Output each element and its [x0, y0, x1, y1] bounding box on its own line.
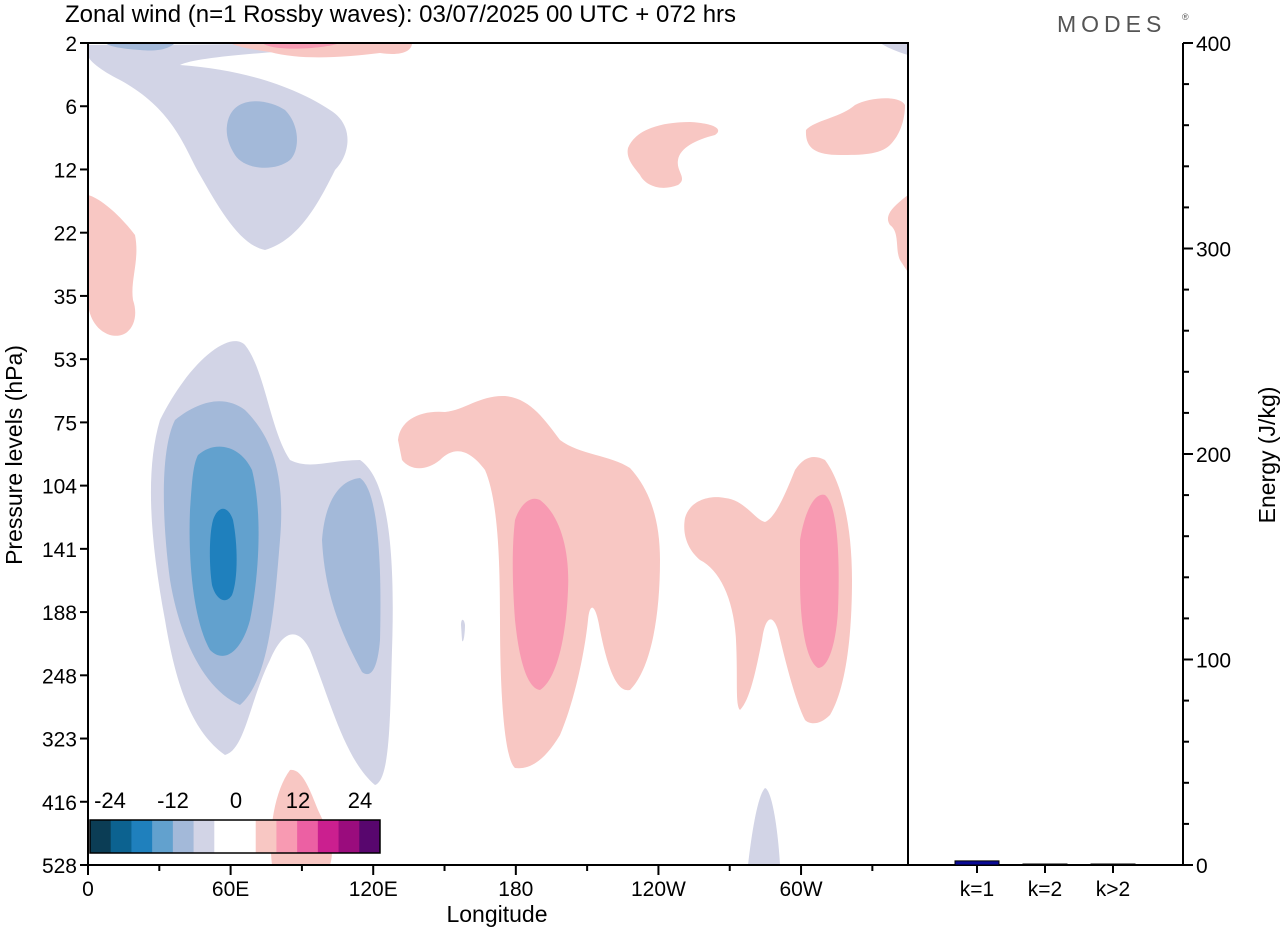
y-tick-label: 248	[42, 665, 77, 688]
contour-pos-upper-right	[805, 98, 905, 155]
x-axis-label: Longitude	[446, 901, 547, 927]
y-tick-label: 2	[65, 33, 77, 56]
y-tick-label: 6	[65, 96, 77, 119]
contour-neg-top-right	[880, 43, 908, 55]
energy-axis-label: Energy (J/kg)	[1254, 387, 1280, 524]
x-tick-label: 180	[498, 878, 533, 901]
contour-neg-lower-east	[322, 478, 381, 675]
y-tick-label: 35	[54, 286, 77, 309]
colorbar-swatch	[110, 820, 132, 853]
energy-bar-label: k=1	[960, 878, 994, 901]
contour-neg-upper-level1	[226, 101, 297, 168]
y-tick-label: 75	[54, 412, 77, 435]
contour-neg-lower-level3	[209, 508, 237, 601]
y-tick-label: 323	[42, 729, 77, 752]
colorbar-swatch	[297, 820, 319, 853]
y-axis-label: Pressure levels (hPa)	[1, 345, 27, 565]
colorbar-label: -12	[157, 788, 189, 813]
x-tick-label: 60W	[779, 878, 822, 901]
x-tick-label: 120W	[631, 878, 686, 901]
colorbar-label: 24	[348, 788, 372, 813]
longitude-axis: 0 60E 120E 180 120W 60W	[82, 865, 874, 901]
colorbar-swatch	[90, 820, 112, 853]
y-tick-label: 22	[54, 223, 77, 246]
colorbar-labels: -24 -12 0 12 24	[94, 788, 372, 813]
pressure-axis: 2 6 12 22 35 53 75 104 141 188 248 323 416 528	[42, 33, 88, 878]
y-tick-label: 528	[42, 855, 77, 878]
contour-pos-lower-180-inner	[512, 498, 569, 690]
colorbar-swatch	[235, 820, 257, 853]
colorbar	[89, 819, 381, 854]
colorbar-swatch	[193, 820, 215, 853]
energy-bar-label: k>2	[1096, 878, 1130, 901]
colorbar-swatch	[317, 820, 340, 853]
contour-pos-right-edge	[887, 195, 908, 272]
energy-bar-label: k=2	[1028, 878, 1062, 901]
y-tick-label: 12	[54, 159, 77, 182]
contour-pos-top-inner	[262, 43, 340, 49]
y-tick-label: 104	[42, 476, 77, 499]
plot-frame	[87, 42, 909, 866]
energy-tick-label: 100	[1196, 650, 1231, 673]
energy-bar-3	[1090, 863, 1136, 866]
energy-tick-label: 200	[1196, 444, 1231, 467]
colorbar-swatch	[276, 820, 298, 853]
energy-axis: 0 100 200 300 400	[1183, 33, 1231, 878]
x-tick-label: 120E	[349, 878, 398, 901]
colorbar-swatch	[131, 820, 153, 853]
chart-title: Zonal wind (n=1 Rossby waves): 03/07/202…	[65, 1, 736, 28]
x-tick-label: 0	[82, 878, 94, 901]
colorbar-swatch	[152, 820, 174, 853]
colorbar-label: 12	[286, 788, 310, 813]
y-tick-label: 53	[54, 349, 77, 372]
contour-neg-top-strip	[105, 43, 175, 51]
energy-tick-label: 400	[1196, 33, 1231, 56]
x-tick-label: 60E	[212, 878, 249, 901]
colorbar-swatch	[172, 820, 195, 853]
contour-pos-lower-60w-inner	[800, 494, 839, 668]
colorbar-label: 0	[230, 788, 242, 813]
colorbar-label: -24	[94, 788, 126, 813]
contour-pos-upper-mid	[627, 122, 719, 188]
y-tick-label: 416	[42, 792, 77, 815]
registered-mark: ®	[1182, 12, 1194, 22]
y-tick-label: 141	[42, 539, 77, 562]
contour-pos-left-edge	[88, 195, 137, 336]
energy-bar-2	[1022, 863, 1068, 866]
y-tick-label: 188	[42, 602, 77, 625]
colorbar-swatch	[338, 820, 360, 853]
modes-logo: MODES	[1057, 11, 1166, 37]
energy-tick-label: 300	[1196, 239, 1231, 262]
colorbar-frame	[89, 819, 381, 854]
contour-neg-bottom-spike	[748, 788, 780, 865]
energy-tick-label: 0	[1196, 855, 1208, 878]
energy-bars: k=1 k=2 k>2	[954, 860, 1136, 901]
colorbar-swatch	[359, 820, 381, 853]
contour-field	[88, 43, 908, 865]
contour-neg-small-blip	[461, 619, 465, 642]
colorbar-swatch	[214, 820, 236, 853]
colorbar-swatch	[255, 820, 277, 853]
energy-bar-1	[954, 860, 1000, 866]
